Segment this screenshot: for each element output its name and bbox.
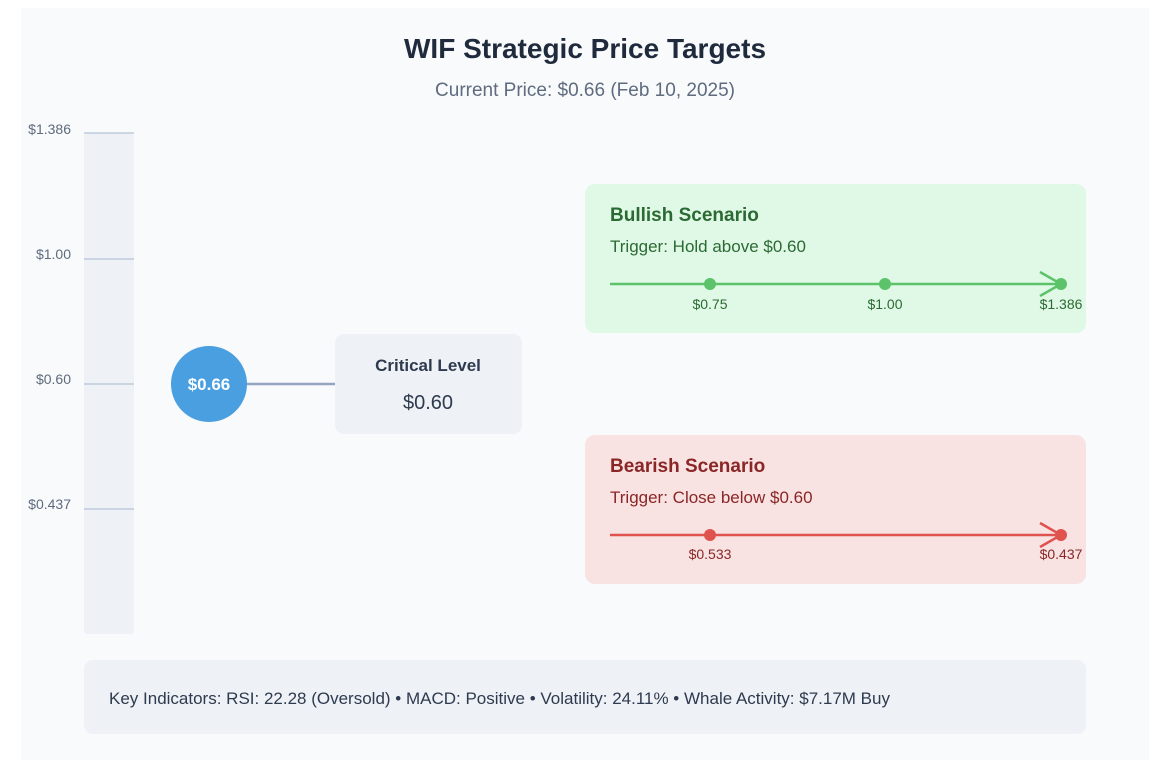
bullish-target-label: $1.386: [1040, 296, 1083, 312]
bearish-target-dot: [1055, 529, 1067, 541]
bearish-scenario-card: Bearish Scenario Trigger: Close below $0…: [585, 435, 1086, 584]
critical-level-box: [335, 334, 522, 434]
bullish-target-dot: [704, 278, 716, 290]
scale-tick-060: $0.60: [36, 371, 134, 387]
bullish-trigger: Trigger: Hold above $0.60: [610, 237, 806, 256]
indicators-panel: [84, 660, 1086, 734]
scale-label: $0.437: [28, 496, 71, 512]
indicators-text: Key Indicators: RSI: 22.28 (Oversold) • …: [109, 689, 890, 708]
critical-level-title: Critical Level: [375, 356, 481, 375]
bullish-scenario-card: Bullish Scenario Trigger: Hold above $0.…: [585, 184, 1086, 333]
bearish-title: Bearish Scenario: [610, 456, 765, 477]
current-price-bubble: [171, 346, 247, 422]
scale-label: $1.00: [36, 246, 71, 262]
current-price-label: $0.66: [188, 375, 231, 394]
scale-tick-0437: $0.437: [28, 496, 134, 512]
bearish-target-dot: [704, 529, 716, 541]
page-subtitle: Current Price: $0.66 (Feb 10, 2025): [435, 80, 735, 101]
bearish-target-label: $0.437: [1040, 546, 1083, 562]
bearish-trigger: Trigger: Close below $0.60: [610, 488, 813, 507]
scale-tick-100: $1.00: [36, 246, 134, 262]
bullish-target-dot: [1055, 278, 1067, 290]
bullish-title: Bullish Scenario: [610, 205, 759, 226]
bullish-target-label: $1.00: [867, 296, 902, 312]
bullish-target-dot: [879, 278, 891, 290]
bearish-target-label: $0.533: [689, 546, 732, 562]
scale-tick-1386: $1.386: [28, 121, 134, 137]
scale-label: $0.60: [36, 371, 71, 387]
scale-label: $1.386: [28, 121, 71, 137]
page-title: WIF Strategic Price Targets: [404, 33, 766, 64]
bullish-target-label: $0.75: [692, 296, 727, 312]
critical-level-value: $0.60: [403, 392, 453, 414]
